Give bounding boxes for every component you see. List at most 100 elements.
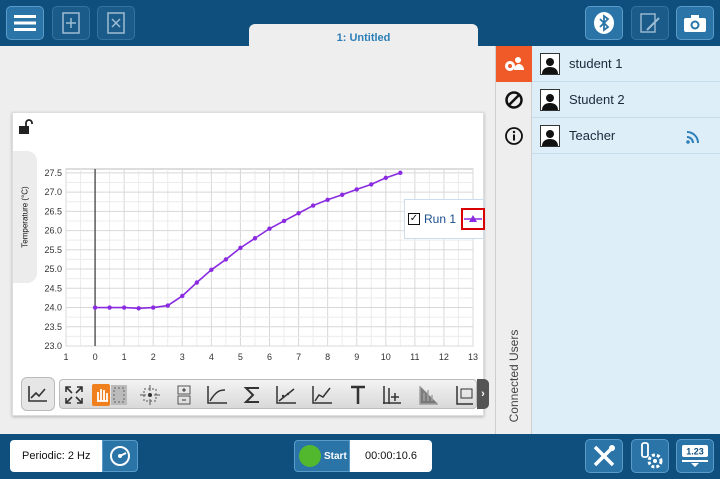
- zoom-icon: [177, 385, 191, 405]
- data-point: [209, 267, 214, 273]
- users-panel: student 1 Student 2 Teacher: [532, 46, 720, 434]
- user-icon: [542, 57, 558, 74]
- bluetooth-icon: [594, 12, 614, 34]
- y-tick-label: 26.0: [44, 226, 62, 236]
- tab-connected-users[interactable]: [496, 46, 532, 82]
- linear-fit-tool[interactable]: [274, 383, 298, 407]
- y-tick-label: 24.5: [44, 283, 62, 293]
- add-page-button[interactable]: [52, 6, 90, 40]
- zoom-tool[interactable]: [172, 383, 196, 407]
- triangle-marker-icon: [464, 215, 482, 222]
- info-icon: [505, 127, 523, 145]
- sensor-settings-button[interactable]: [631, 439, 669, 473]
- toolbar-more-button[interactable]: ›: [477, 379, 489, 409]
- linear-fit-icon: [276, 386, 296, 404]
- sample-rate-display[interactable]: Periodic: 2 Hz: [10, 440, 102, 472]
- y-tick-label: 23.5: [44, 322, 62, 332]
- tab-blocked[interactable]: [496, 82, 532, 118]
- text-icon: [351, 385, 365, 404]
- autoscale-tool[interactable]: [62, 383, 86, 407]
- menu-button[interactable]: [6, 6, 44, 40]
- main-workspace: Temperature (°C) 1 0 1 2 3 4 5 6 7 8 9 10 11 12 13 23.0…: [0, 46, 495, 434]
- y-tick-label: 24.0: [44, 303, 62, 313]
- y-tick-label: 25.0: [44, 264, 62, 274]
- add-axis-tool[interactable]: [380, 383, 404, 407]
- page-tab-title: 1: Untitled: [336, 32, 391, 44]
- broadcast-icon: [686, 131, 699, 144]
- graph-settings-icon: [456, 386, 473, 405]
- avatar: [540, 88, 560, 111]
- x-tick-label: 12: [439, 352, 449, 362]
- delta-tool[interactable]: [416, 383, 440, 407]
- run-checkbox[interactable]: ✓: [408, 213, 420, 225]
- user-name: Student 2: [569, 92, 625, 107]
- data-point: [92, 305, 98, 310]
- legend[interactable]: ✓ Run 1: [404, 199, 485, 239]
- x-tick-label: 0: [93, 352, 98, 362]
- delta-icon: [419, 386, 438, 405]
- page-tab[interactable]: 1: Untitled: [249, 24, 478, 46]
- annotate-button[interactable]: [631, 6, 669, 40]
- data-point: [339, 192, 345, 197]
- crosshair-icon: [140, 385, 160, 405]
- unlock-icon[interactable]: [17, 119, 33, 135]
- block-icon: [505, 91, 523, 109]
- pan-select-tool[interactable]: [92, 383, 128, 407]
- data-point: [252, 236, 258, 241]
- avatar: [540, 124, 560, 147]
- x-tick-label: 13: [468, 352, 478, 362]
- delete-page-button[interactable]: [97, 6, 135, 40]
- tab-info[interactable]: [496, 118, 532, 154]
- top-bar: 1: Untitled: [0, 0, 720, 46]
- elapsed-time: 00:00:10.6: [350, 440, 432, 472]
- timer-icon: [110, 446, 130, 466]
- meter-value: 1.23: [686, 447, 704, 457]
- series-style-button[interactable]: [461, 208, 485, 230]
- curve-fit-tool[interactable]: [310, 383, 334, 407]
- examine-tool[interactable]: [138, 383, 162, 407]
- tools-button[interactable]: [585, 439, 623, 473]
- data-point: [281, 218, 287, 224]
- x-tick-label: 8: [325, 352, 330, 362]
- graph-panel: Temperature (°C) 1 0 1 2 3 4 5 6 7 8 9 10 11 12 13 23.0…: [12, 112, 489, 416]
- collection-settings-button[interactable]: [102, 440, 138, 472]
- tools-icon: [593, 445, 615, 467]
- graph-settings-tool[interactable]: [452, 383, 476, 407]
- annotation-tool[interactable]: [346, 383, 370, 407]
- x-tick-label: 11: [410, 352, 419, 362]
- menu-icon: [14, 15, 36, 31]
- y-tick-label: 27.5: [44, 168, 62, 178]
- bluetooth-button[interactable]: [585, 6, 623, 40]
- camera-icon: [684, 15, 706, 32]
- curve-fit-icon: [312, 386, 332, 404]
- statistics-tool[interactable]: [240, 383, 264, 407]
- data-point: [296, 211, 301, 216]
- user-item-teacher[interactable]: Teacher: [532, 118, 720, 154]
- meter-button[interactable]: 1.23: [676, 439, 714, 473]
- data-point: [354, 187, 359, 192]
- user-item-student-1[interactable]: student 1: [532, 46, 720, 82]
- x-tick-label: 9: [354, 352, 359, 362]
- expand-icon: [65, 386, 83, 404]
- tangent-tool[interactable]: [205, 383, 229, 407]
- connected-users-label: Connected Users: [507, 329, 521, 423]
- data-point: [194, 280, 200, 285]
- camera-button[interactable]: [676, 6, 714, 40]
- graph-options-button[interactable]: [21, 377, 55, 411]
- delete-page-icon: [107, 12, 125, 34]
- user-icon: [542, 93, 558, 110]
- side-tabs: Connected Users: [495, 46, 532, 434]
- data-point: [107, 305, 112, 310]
- x-tick-label: 5: [238, 352, 243, 362]
- x-tick-label: 6: [267, 352, 272, 362]
- user-name: student 1: [569, 56, 623, 71]
- user-item-student-2[interactable]: Student 2: [532, 82, 720, 118]
- start-button[interactable]: Start: [294, 440, 350, 472]
- data-point: [238, 245, 243, 251]
- y-axis-label-box[interactable]: [13, 151, 37, 283]
- series-line-run-1: [95, 172, 401, 310]
- temperature-graph[interactable]: 1 0 1 2 3 4 5 6 7 8 9 10 11 12 1323.023.524.024.525.02…: [13, 113, 485, 375]
- avatar: [540, 52, 560, 75]
- users-icon: [505, 57, 524, 71]
- user-name: Teacher: [569, 128, 616, 143]
